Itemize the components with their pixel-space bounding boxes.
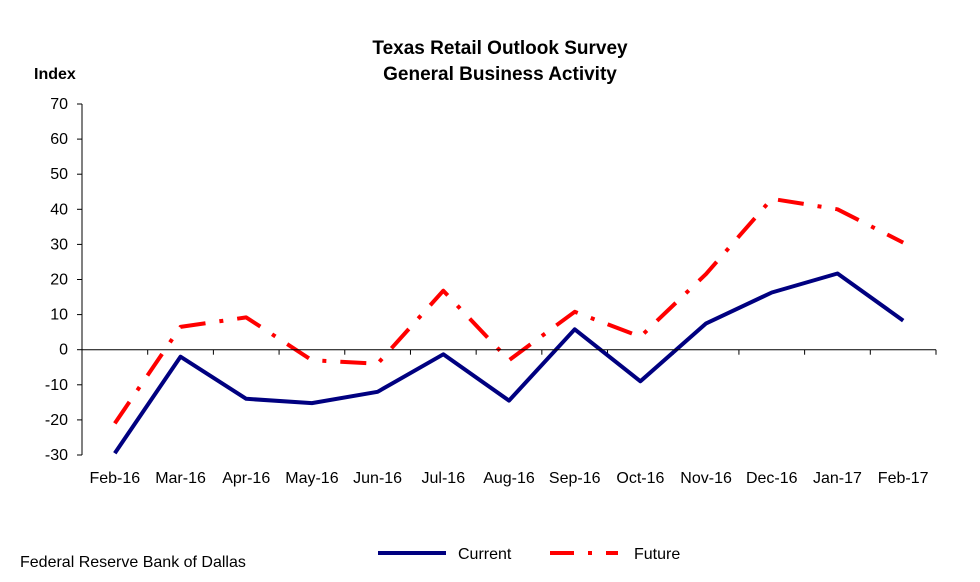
y-tick-label: 0 — [59, 342, 68, 359]
y-tick-label: -20 — [45, 412, 68, 429]
x-tick-label: Aug-16 — [483, 470, 535, 487]
x-tick-label: Sep-16 — [549, 470, 601, 487]
series-line-current — [113, 271, 905, 455]
x-tick-label: Dec-16 — [746, 470, 798, 487]
x-tick-label: Jul-16 — [422, 470, 466, 487]
x-tick-label: Mar-16 — [155, 470, 206, 487]
x-tick-label: Jun-16 — [353, 470, 402, 487]
source-note: Federal Reserve Bank of Dallas — [20, 554, 246, 571]
chart-subtitle: General Business Activity — [383, 64, 617, 85]
y-axis-title: Index — [34, 66, 76, 83]
y-tick-label: 10 — [50, 307, 68, 324]
x-tick-label: Feb-17 — [878, 470, 929, 487]
y-tick-label: 40 — [50, 201, 68, 218]
x-axis: Feb-16 Mar-16 Apr-16 May-16 Jun-16 Jul-16 Aug-… — [81, 349, 937, 487]
x-tick-label: Jan-17 — [813, 470, 862, 487]
y-tick-label: -30 — [45, 447, 68, 464]
x-tick-label: May-16 — [285, 470, 338, 487]
y-tick-label: 20 — [50, 272, 68, 289]
legend-current-label: Current — [458, 546, 512, 563]
y-tick-label: 70 — [50, 96, 68, 113]
series-line-future — [113, 196, 905, 425]
legend-future-label: Future — [634, 546, 680, 563]
legend: Current Future — [378, 546, 680, 563]
x-tick-label: Nov-16 — [680, 470, 732, 487]
x-tick-label: Feb-16 — [89, 470, 140, 487]
chart-title: Texas Retail Outlook Survey — [372, 38, 628, 59]
y-tick-label: -10 — [45, 377, 68, 394]
y-tick-label: 30 — [50, 236, 68, 253]
x-tick-label: Apr-16 — [222, 470, 270, 487]
x-tick-label: Oct-16 — [616, 470, 664, 487]
plot-area — [113, 196, 905, 455]
y-axis: 70 60 50 40 30 20 10 0 -10 -20 -30 — [45, 96, 82, 464]
y-tick-label: 60 — [50, 131, 68, 148]
y-tick-label: 50 — [50, 166, 68, 183]
